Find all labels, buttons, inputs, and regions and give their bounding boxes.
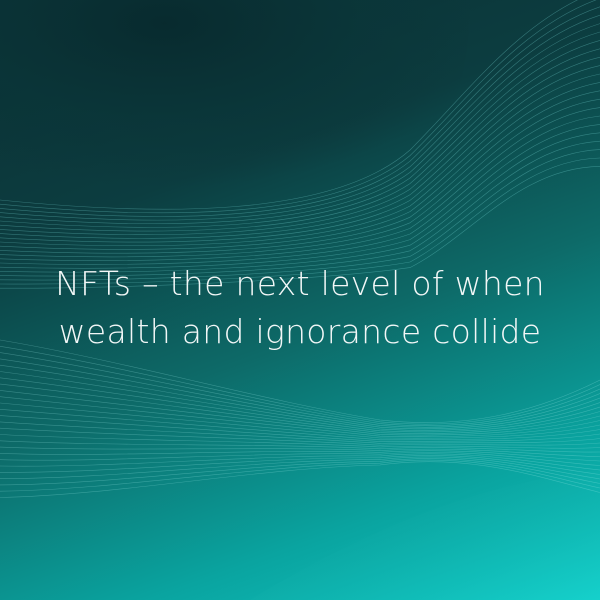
upper-wave-line [0, 0, 597, 214]
lower-wave-line [0, 427, 600, 446]
lower-wave-line [0, 390, 600, 436]
lower-wave-line [0, 446, 600, 457]
upper-wave-line [0, 107, 600, 261]
lower-wave-line [0, 371, 600, 431]
upper-wave-line [0, 6, 600, 217]
lower-wave-line [0, 402, 600, 439]
upper-wave-line [0, 98, 600, 258]
lower-wave-line [0, 415, 600, 442]
lower-wave-line [0, 456, 600, 480]
upper-wave-line [0, 115, 600, 265]
lower-wave-line [0, 377, 600, 433]
upper-wave-line [0, 40, 600, 232]
lower-wave-line [0, 409, 600, 441]
headline: NFTs – the next level of when wealth and… [0, 260, 600, 356]
lower-wave-line [0, 453, 600, 471]
upper-wave-line [0, 149, 600, 281]
upper-wave-line [0, 14, 600, 221]
dark-wave-shape [0, 0, 470, 234]
upper-wave-line [0, 48, 600, 235]
upper-wave-line [0, 157, 600, 285]
upper-wave-line [0, 124, 600, 269]
lower-wave-line [0, 358, 600, 428]
upper-wave-line [0, 82, 600, 250]
lower-wave-line [0, 440, 600, 453]
upper-wave-line [0, 166, 600, 289]
lower-wave-line [0, 339, 600, 423]
lower-wave-line [0, 396, 600, 437]
upper-wave-line [0, 140, 600, 277]
upper-wave-line [0, 132, 600, 273]
lower-wave-line [0, 434, 600, 449]
upper-wave-line [0, 56, 600, 239]
lower-wave-line [0, 455, 600, 475]
upper-wave-line [0, 0, 579, 210]
wave-lines [0, 0, 600, 289]
upper-wave-line [0, 23, 600, 225]
wave-lines-lower [0, 339, 600, 498]
bottom-glow-shape [250, 470, 600, 600]
lower-wave-line [0, 346, 600, 425]
headline-line-1: NFTs – the next level of when [55, 264, 545, 303]
lower-wave-line [0, 352, 600, 427]
lower-wave-line [0, 458, 600, 486]
lower-wave-line [0, 450, 600, 462]
upper-wave-line [0, 73, 600, 247]
upper-wave-line [0, 65, 600, 243]
upper-wave-line [0, 31, 600, 228]
lower-wave-line [0, 461, 600, 498]
lower-wave-line [0, 364, 600, 430]
lower-wave-line [0, 383, 600, 434]
lower-wave-line [0, 459, 600, 492]
lower-wave-line [0, 451, 600, 466]
upper-wave-line [0, 90, 600, 254]
headline-line-2: wealth and ignorance collide [58, 312, 542, 351]
lower-wave-line [0, 421, 600, 444]
